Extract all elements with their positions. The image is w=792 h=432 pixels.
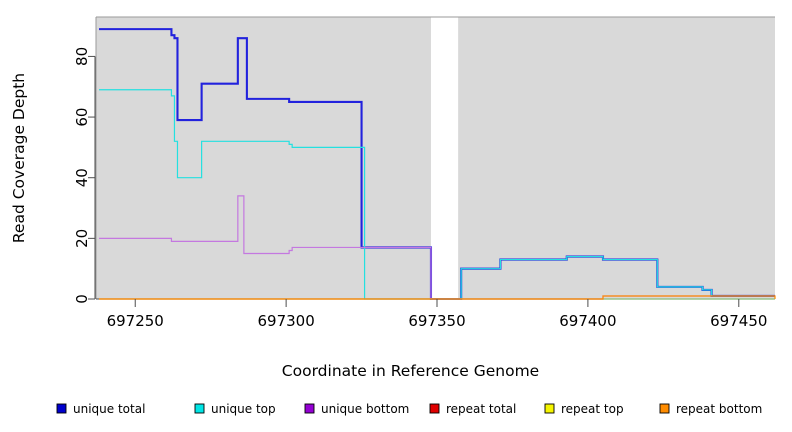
legend-swatch-repeat-bottom xyxy=(659,403,670,414)
x-tick-label: 697450 xyxy=(710,312,767,330)
y-tick-label: 60 xyxy=(73,108,91,127)
legend-label-unique-total: unique total xyxy=(73,402,145,416)
x-tick-label: 697400 xyxy=(559,312,616,330)
axis-labels: 0 20 40 60 80 697250 697300 697350 697400 697450 C… xyxy=(10,47,767,380)
legend-swatch-unique-top xyxy=(194,403,205,414)
chart-legend: unique total unique top unique bottom repea… xyxy=(56,402,762,416)
legend-label-unique-bottom: unique bottom xyxy=(321,402,409,416)
y-tick-label: 80 xyxy=(73,47,91,66)
y-tick-label: 40 xyxy=(73,168,91,187)
x-axis-title: Coordinate in Reference Genome xyxy=(282,362,539,380)
y-tick-label: 0 xyxy=(73,294,91,304)
y-axis-title: Read Coverage Depth xyxy=(10,73,28,243)
plot-background xyxy=(95,16,775,299)
legend-swatch-repeat-total xyxy=(429,403,440,414)
legend-label-repeat-top: repeat top xyxy=(561,402,624,416)
data-gap-region-0 xyxy=(430,17,459,299)
legend-swatch-repeat-top xyxy=(544,403,555,414)
legend-swatch-unique-bottom xyxy=(304,403,315,414)
legend-label-repeat-bottom: repeat bottom xyxy=(676,402,762,416)
legend-label-repeat-total: repeat total xyxy=(446,402,516,416)
legend-label-unique-top: unique top xyxy=(211,402,276,416)
x-tick-label: 697250 xyxy=(107,312,164,330)
series-line-repeat-bottom xyxy=(99,295,776,300)
legend-swatch-unique-total xyxy=(56,403,67,414)
x-tick-label: 697300 xyxy=(257,312,314,330)
axis-ticks xyxy=(88,55,740,307)
data-series xyxy=(99,28,776,301)
y-tick-label: 20 xyxy=(73,229,91,248)
x-tick-label: 697350 xyxy=(408,312,465,330)
